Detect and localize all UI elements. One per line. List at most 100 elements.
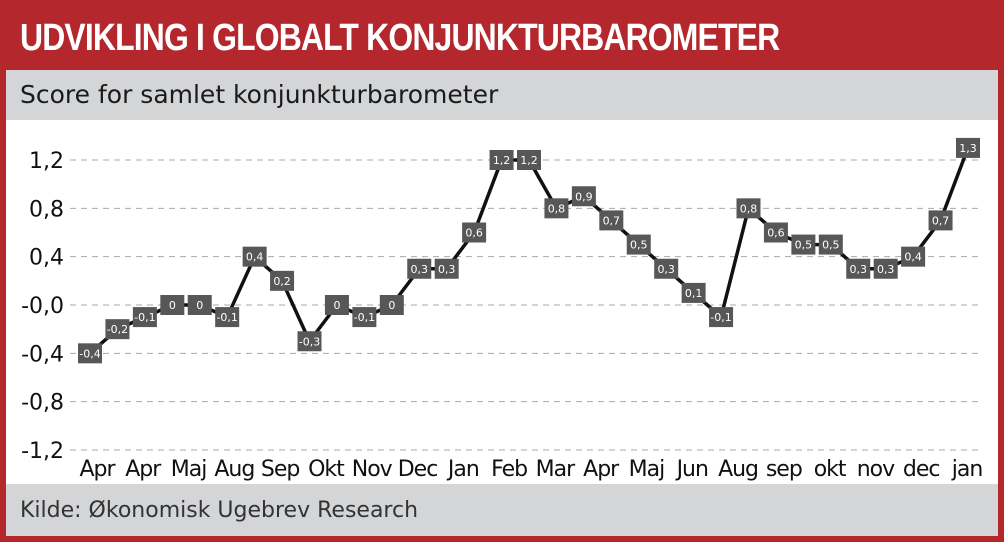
y-tick-label: 1,2: [29, 149, 64, 174]
x-tick-label: okt: [814, 457, 847, 482]
data-point: -0,2: [105, 319, 130, 340]
data-label: 0,5: [822, 239, 840, 252]
data-point-marker: [626, 234, 651, 255]
data-label: 0,3: [657, 263, 675, 276]
x-tick-label: Okt: [308, 457, 345, 482]
data-point: 0,4: [242, 246, 267, 267]
x-tick-label: Mar: [536, 457, 576, 482]
data-point-marker: [215, 307, 240, 328]
data-point: 0: [160, 295, 185, 315]
data-label: 1,2: [493, 154, 511, 167]
data-point: 0,7: [599, 210, 624, 231]
data-label: -0,4: [79, 347, 100, 360]
data-point: -0,1: [709, 307, 734, 328]
line-chart: 1,2 0,8 0,4 -0,0 -0,4 -0,8 -1,2 Apr Apr Maj Aug Se…: [21, 137, 983, 482]
source-bar: Kilde: Økonomisk Ugebrev Research: [6, 484, 998, 536]
y-axis-ticks: 1,2 0,8 0,4 -0,0 -0,4 -0,8 -1,2: [21, 149, 64, 464]
data-point: 0,6: [763, 222, 788, 243]
data-point-marker: [379, 295, 404, 315]
data-point: 0,3: [873, 258, 898, 279]
data-label: -0,3: [299, 335, 320, 348]
x-tick-label: dec: [903, 457, 940, 482]
data-point: 0,9: [571, 186, 596, 207]
data-point: 0,3: [846, 258, 871, 279]
data-point: 0: [187, 295, 212, 315]
data-label: 0,7: [603, 214, 621, 227]
data-label: 0: [388, 299, 395, 312]
data-label: 0,8: [548, 202, 566, 215]
data-point: 0,8: [736, 198, 761, 219]
x-tick-label: Aug: [214, 457, 254, 482]
data-point: 0,3: [434, 258, 459, 279]
gridlines: [70, 159, 982, 451]
x-tick-label: Apr: [583, 457, 620, 482]
page-title: UDVIKLING I GLOBALT KONJUNKTURBAROMETER: [20, 17, 780, 59]
x-tick-label: nov: [857, 457, 895, 482]
data-point-marker: [928, 210, 953, 231]
x-tick-label: Apr: [125, 457, 162, 482]
data-point-marker: [324, 295, 349, 315]
data-label: 1,2: [520, 154, 538, 167]
data-point-marker: [462, 222, 487, 243]
data-point-marker: [901, 246, 926, 267]
x-tick-label: Nov: [352, 457, 393, 482]
data-point: 0,4: [901, 246, 926, 267]
data-point-marker: [132, 307, 157, 328]
data-point: 0,6: [462, 222, 487, 243]
data-label: 0,3: [850, 263, 868, 276]
data-point: 0,8: [544, 198, 569, 219]
data-point-marker: [599, 210, 624, 231]
data-label: -0,1: [354, 311, 375, 324]
data-point-marker: [544, 198, 569, 219]
x-tick-label: jan: [951, 457, 983, 482]
data-label: 0,3: [411, 263, 429, 276]
data-point-marker: [434, 258, 459, 279]
data-labels: -0,4 -0,2 -0,1 0 0 -0,1 0,4 0,2 -0,3 0 -0,1 0 0,3 0,3…: [78, 137, 980, 364]
data-point-marker: [736, 198, 761, 219]
x-tick-label: Dec: [398, 457, 438, 482]
data-label: 0: [196, 299, 203, 312]
data-point: 0,5: [791, 234, 816, 255]
data-label: 0,1: [685, 287, 703, 300]
data-point: 1,2: [489, 150, 514, 170]
data-point-marker: [489, 150, 514, 170]
data-point-marker: [160, 295, 185, 315]
x-tick-label: Apr: [79, 457, 116, 482]
source-text: Kilde: Økonomisk Ugebrev Research: [20, 498, 419, 523]
x-tick-label: Sep: [261, 457, 300, 482]
data-point-marker: [517, 150, 541, 170]
data-point-marker: [352, 307, 377, 328]
data-label: 0,5: [795, 239, 813, 252]
data-point: -0,3: [297, 331, 322, 352]
data-point-marker: [681, 282, 706, 303]
y-tick-label: -1,2: [21, 439, 64, 464]
data-point: -0,1: [352, 307, 377, 328]
data-label: 0,4: [904, 251, 922, 264]
data-point: -0,1: [132, 307, 157, 328]
data-label: 0: [169, 299, 176, 312]
data-label: 0,5: [630, 239, 648, 252]
data-label: 0,8: [740, 202, 758, 215]
data-label: 0,2: [273, 275, 291, 288]
data-point: 1,3: [956, 137, 980, 158]
x-tick-label: Jun: [675, 457, 708, 482]
y-tick-label: 0,4: [29, 246, 64, 271]
chart-subtitle: Score for samlet konjunkturbarometer: [20, 80, 499, 109]
data-label: 0,6: [465, 227, 483, 240]
data-label: 1,3: [959, 142, 977, 155]
subtitle-bar: Score for samlet konjunkturbarometer: [6, 70, 998, 120]
data-label: 0,3: [438, 263, 456, 276]
data-point: -0,4: [78, 343, 102, 364]
x-tick-label: Maj: [171, 457, 207, 482]
data-point-marker: [763, 222, 788, 243]
x-axis-ticks: Apr Apr Maj Aug Sep Okt Nov Dec Jan Feb Mar Apr Maj J…: [79, 457, 983, 482]
data-point-marker: [956, 137, 980, 158]
data-point: 0,2: [270, 270, 295, 291]
y-tick-label: -0,4: [21, 342, 64, 367]
data-point: 0,1: [681, 282, 706, 303]
data-point: 0,3: [407, 258, 432, 279]
data-label: -0,1: [134, 311, 155, 324]
data-point: 0,5: [818, 234, 843, 255]
header-bar: UDVIKLING I GLOBALT KONJUNKTURBAROMETER: [6, 6, 998, 70]
